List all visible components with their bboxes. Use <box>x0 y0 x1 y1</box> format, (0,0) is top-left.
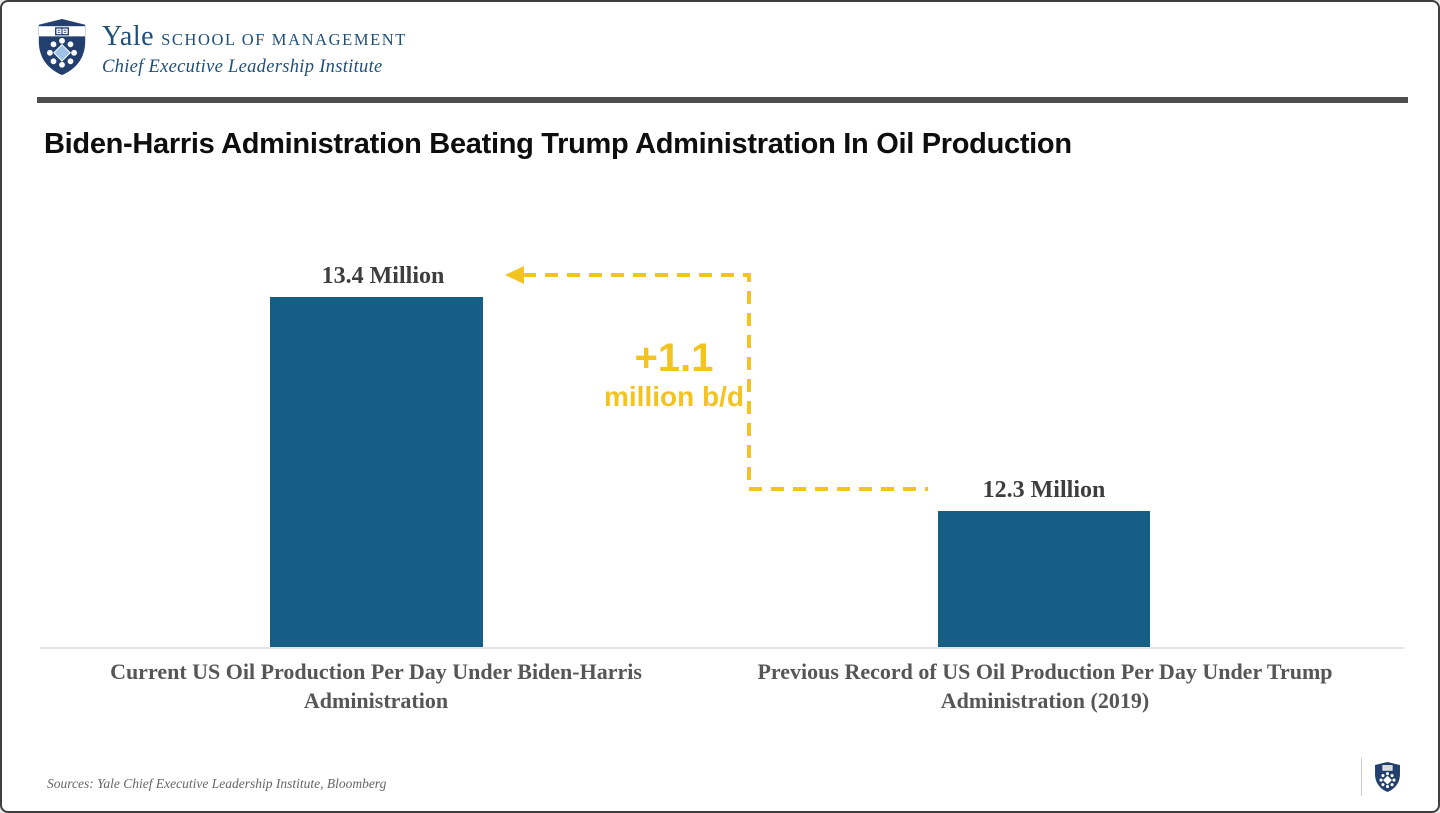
footer-separator <box>1361 758 1362 796</box>
difference-annotation: +1.1 million b/d <box>524 336 824 414</box>
yale-som-shield-icon <box>38 18 86 76</box>
bar-value-biden-harris: 13.4 Million <box>321 263 445 289</box>
difference-value: +1.1 <box>634 336 714 380</box>
category-label-biden-harris: Current US Oil Production Per Day Under … <box>110 659 642 713</box>
bar-trump <box>938 511 1150 648</box>
brand-block: Yale SCHOOL OF MANAGEMENT Chief Executive… <box>102 23 407 78</box>
sources-note: Sources: Yale Chief Executive Leadership… <box>47 776 387 791</box>
brand-wordmark: Yale <box>102 21 155 52</box>
x-axis-line <box>40 647 1404 649</box>
bar-biden-harris <box>270 297 483 648</box>
difference-unit: million b/d <box>604 381 744 412</box>
yale-som-shield-icon-small <box>1375 761 1400 793</box>
category-label-trump: Previous Record of US Oil Production Per… <box>757 659 1333 713</box>
bar-value-trump: 12.3 Million <box>982 477 1106 503</box>
page-title: Biden-Harris Administration Beating Trum… <box>44 128 1072 160</box>
header-divider <box>37 97 1408 103</box>
brand-line: Yale SCHOOL OF MANAGEMENT <box>102 23 407 51</box>
brand-institute-name: Chief Executive Leadership Institute <box>102 57 383 77</box>
brand-school-name: SCHOOL OF MANAGEMENT <box>161 30 407 49</box>
